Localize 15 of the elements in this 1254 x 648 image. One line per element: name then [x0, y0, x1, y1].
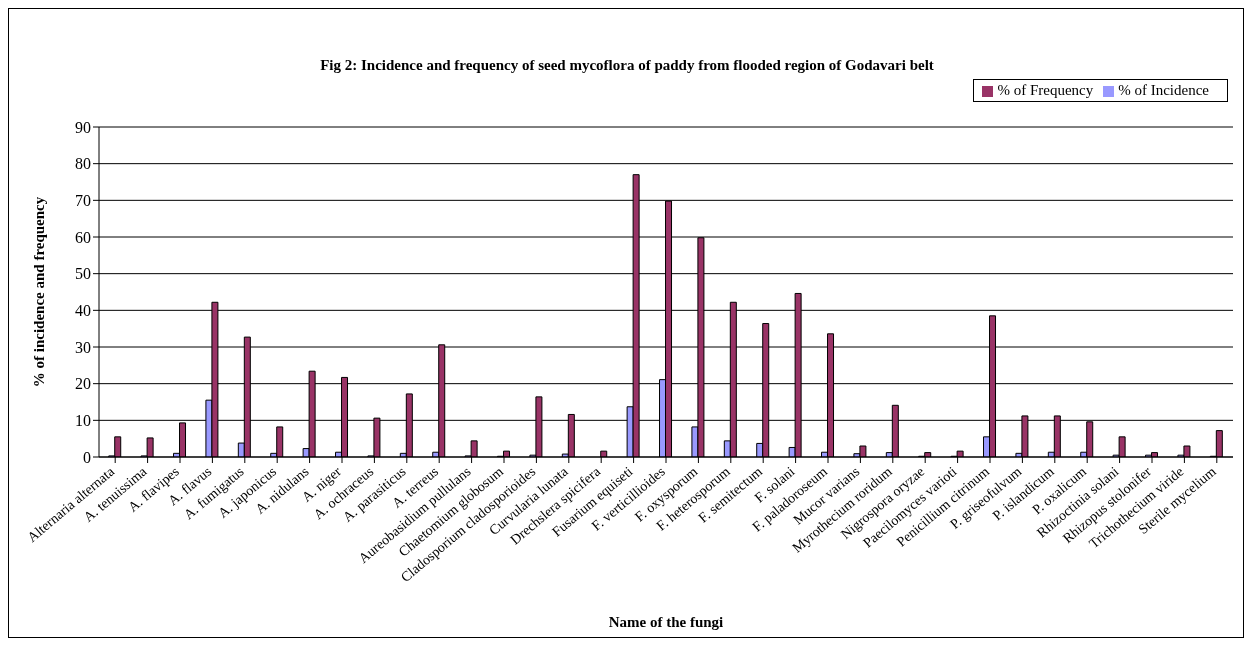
y-tick-label: 40 — [75, 302, 91, 320]
x-axis-title: Name of the fungi — [608, 614, 724, 630]
y-tick-label: 90 — [75, 118, 91, 136]
y-tick-label: 50 — [75, 265, 91, 283]
y-tick-label: 20 — [75, 375, 91, 393]
y-tick-label: 60 — [75, 228, 91, 246]
y-tick-label: 0 — [83, 448, 91, 466]
chart-title: Fig 2: Incidence and frequency of seed mycoflora of paddy from flooded region of Godavari belt — [319, 57, 935, 74]
y-tick-label: 10 — [75, 412, 91, 430]
y-tick-label: 30 — [75, 338, 91, 356]
y-tick-label: 70 — [75, 192, 91, 210]
legend-label: % of Frequency — [997, 82, 1094, 98]
legend-label: % of Incidence — [1118, 82, 1209, 98]
y-axis-title: % of incidence and frequency — [31, 196, 48, 388]
y-tick-label: 80 — [75, 155, 91, 173]
